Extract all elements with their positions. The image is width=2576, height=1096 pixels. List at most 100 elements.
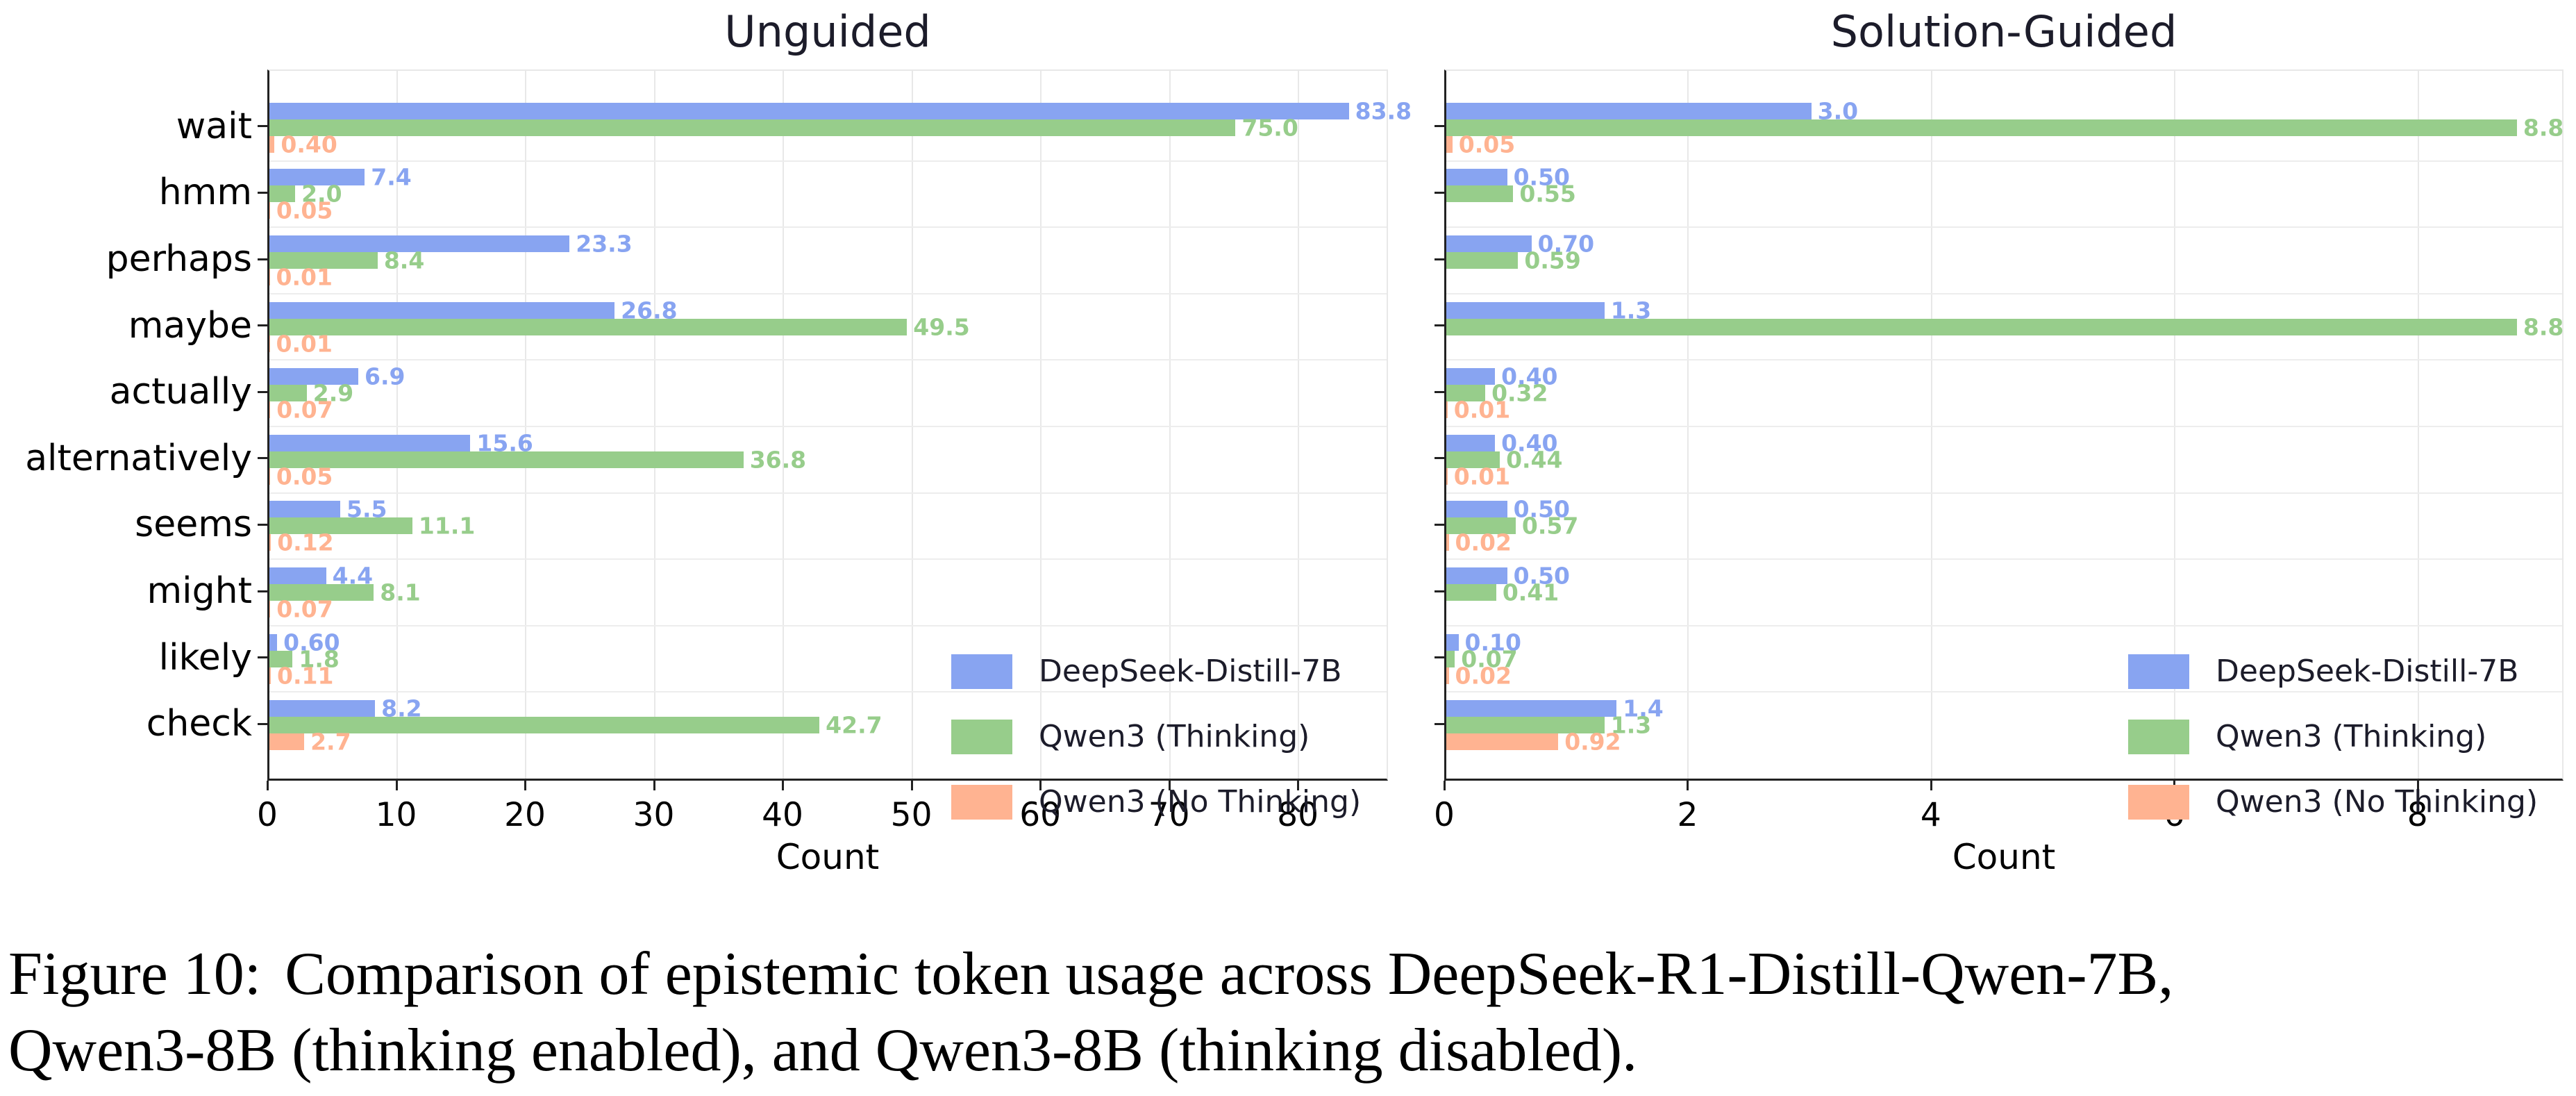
value-label-Qwen3 (Thinking)-wait: 75.0	[1241, 114, 1298, 142]
value-label-Qwen3 (Thinking)-maybe: 49.5	[913, 313, 970, 341]
bar-Qwen3 (Thinking)-check: 1.3	[1446, 714, 1651, 737]
value-label-Qwen3 (No Thinking)-check: 2.7	[310, 728, 351, 756]
y-tick-label-maybe: maybe	[128, 304, 252, 347]
y-tick-mark-check	[1435, 722, 1444, 725]
bar-Qwen3 (No Thinking)-actually: 0.07	[269, 399, 333, 422]
bar-Qwen3 (No Thinking)-likely: 0.11	[269, 664, 333, 687]
row-boundary-gridline	[1446, 691, 2562, 693]
x-tick-label-0: 0	[1434, 796, 1455, 834]
legend-swatch-Qwen3 (No Thinking)	[2128, 785, 2189, 820]
value-label-Qwen3 (Thinking)-maybe: 8.8	[2523, 313, 2564, 341]
y-tick-label-likely: likely	[158, 636, 252, 679]
value-label-DeepSeek-Distill-7B-maybe: 26.8	[621, 297, 678, 324]
bar-Qwen3 (Thinking)-hmm: 0.55	[1446, 183, 1576, 206]
row-boundary-gridline	[269, 558, 1387, 561]
bar-DeepSeek-Distill-7B-check: 8.2	[269, 697, 422, 720]
value-label-Qwen3 (No Thinking)-actually: 0.01	[1453, 396, 1511, 424]
value-label-Qwen3 (No Thinking)-check: 0.92	[1564, 728, 1621, 756]
bar-Qwen3 (Thinking)-likely: 1.8	[269, 647, 340, 670]
x-tick-label-70: 70	[1148, 796, 1190, 834]
value-label-DeepSeek-Distill-7B-wait: 3.0	[1817, 97, 1859, 125]
legend-entry-Qwen3 (No Thinking): Qwen3 (No Thinking)	[2128, 770, 2538, 835]
value-label-Qwen3 (No Thinking)-likely: 0.02	[1455, 662, 1512, 690]
x-tick-mark-8	[2416, 781, 2419, 790]
legend-swatch-DeepSeek-Distill-7B	[2128, 654, 2189, 689]
x-tick-mark-20	[524, 781, 527, 790]
legend-entry-DeepSeek-Distill-7B: DeepSeek-Distill-7B	[951, 639, 1361, 704]
value-label-Qwen3 (No Thinking)-seems: 0.12	[277, 529, 334, 556]
gridline-x-70	[1169, 71, 1171, 779]
legend-entry-Qwen3 (No Thinking): Qwen3 (No Thinking)	[951, 770, 1361, 835]
caption-line2: Qwen3-8B (thinking enabled), and Qwen3-8…	[8, 1017, 1638, 1084]
bar-Qwen3 (No Thinking)-maybe: 0.01	[269, 332, 333, 355]
gridline-x-10	[396, 71, 398, 779]
value-label-Qwen3 (Thinking)-seems: 0.57	[1521, 512, 1579, 540]
legend-entry-Qwen3 (Thinking): Qwen3 (Thinking)	[951, 704, 1361, 770]
value-label-Qwen3 (No Thinking)-likely: 0.11	[277, 662, 334, 690]
bar-Qwen3 (No Thinking)-wait: 0.40	[269, 133, 337, 156]
y-tick-label-perhaps: perhaps	[106, 238, 252, 280]
legend-solution-guided: DeepSeek-Distill-7B Qwen3 (Thinking) Qwen3…	[2128, 639, 2538, 835]
legend-label-DeepSeek-Distill-7B: DeepSeek-Distill-7B	[1039, 654, 1342, 689]
plot-area-solution-guided: 3.0 8.8 0.05 0.50 0.55 0.70 0.59 1.3 8.8 0.40 0.32…	[1444, 69, 2564, 781]
bar-Qwen3 (Thinking)-seems: 0.57	[1446, 515, 1578, 538]
y-tick-mark-wait	[258, 125, 267, 128]
x-axis-label-unguided: Count	[776, 837, 880, 877]
value-label-Qwen3 (No Thinking)-alternatively: 0.01	[1453, 463, 1511, 490]
row-boundary-gridline	[269, 160, 1387, 162]
x-tick-mark-4	[1930, 781, 1932, 790]
y-tick-mark-alternatively	[1435, 457, 1444, 460]
bar-DeepSeek-Distill-7B-likely: 0.60	[269, 631, 340, 654]
legend-swatch-Qwen3 (Thinking)	[951, 720, 1012, 754]
value-label-DeepSeek-Distill-7B-maybe: 1.3	[1610, 297, 1652, 324]
value-label-DeepSeek-Distill-7B-check: 8.2	[381, 695, 422, 722]
bar-DeepSeek-Distill-7B-wait: 83.8	[269, 99, 1412, 122]
x-tick-mark-10	[395, 781, 398, 790]
row-boundary-gridline	[269, 624, 1387, 626]
bar-Qwen3 (No Thinking)-alternatively: 0.05	[269, 465, 333, 488]
y-tick-label-hmm: hmm	[158, 172, 252, 214]
value-label-DeepSeek-Distill-7B-might: 4.4	[332, 562, 374, 590]
y-tick-mark-seems	[258, 523, 267, 526]
bar-Qwen3 (Thinking)-hmm: 2.0	[269, 183, 342, 206]
row-boundary-gridline	[269, 426, 1387, 427]
x-tick-mark-30	[653, 781, 655, 790]
row-boundary-gridline	[1446, 359, 2562, 361]
bar-Qwen3 (No Thinking)-likely: 0.02	[1446, 664, 1512, 687]
value-label-Qwen3 (Thinking)-actually: 0.32	[1491, 379, 1548, 407]
bar-Qwen3 (Thinking)-perhaps: 8.4	[269, 249, 424, 272]
row-boundary-gridline	[1446, 292, 2562, 294]
value-label-DeepSeek-Distill-7B-perhaps: 0.70	[1537, 230, 1595, 258]
bar-Qwen3 (No Thinking)-alternatively: 0.01	[1446, 465, 1510, 488]
x-tick-label-50: 50	[890, 796, 932, 834]
value-label-Qwen3 (No Thinking)-wait: 0.05	[1458, 131, 1516, 158]
value-label-Qwen3 (No Thinking)-alternatively: 0.05	[276, 463, 333, 490]
bar-Qwen3 (No Thinking)-seems: 0.12	[269, 531, 334, 554]
row-boundary-gridline	[269, 492, 1387, 494]
bar-Qwen3 (Thinking)-maybe: 8.8	[1446, 315, 2564, 338]
value-label-DeepSeek-Distill-7B-wait: 83.8	[1355, 97, 1412, 125]
bar-DeepSeek-Distill-7B-seems: 0.50	[1446, 498, 1570, 521]
x-tick-label-40: 40	[762, 796, 803, 834]
gridline-x-50	[911, 71, 913, 779]
gridline-x-20	[525, 71, 527, 779]
row-boundary-gridline	[1446, 558, 2562, 561]
value-label-Qwen3 (Thinking)-likely: 0.07	[1461, 645, 1518, 673]
row-boundary-gridline	[269, 226, 1387, 229]
x-tick-mark-0	[267, 781, 269, 790]
x-tick-mark-80	[1297, 781, 1300, 790]
bar-Qwen3 (Thinking)-actually: 0.32	[1446, 382, 1548, 405]
x-tick-mark-2	[1687, 781, 1689, 790]
legend-label-DeepSeek-Distill-7B: DeepSeek-Distill-7B	[2216, 654, 2519, 689]
bar-Qwen3 (Thinking)-wait: 8.8	[1446, 116, 2564, 139]
gridline-x-2	[1687, 71, 1689, 779]
legend-entry-DeepSeek-Distill-7B: DeepSeek-Distill-7B	[2128, 639, 2538, 704]
value-label-DeepSeek-Distill-7B-seems: 0.50	[1513, 495, 1571, 523]
bar-Qwen3 (Thinking)-seems: 11.1	[269, 515, 475, 538]
bar-Qwen3 (Thinking)-alternatively: 0.44	[1446, 448, 1563, 471]
value-label-Qwen3 (No Thinking)-perhaps: 0.01	[276, 263, 333, 291]
value-label-DeepSeek-Distill-7B-likely: 0.10	[1464, 629, 1521, 656]
bar-Qwen3 (No Thinking)-check: 0.92	[1446, 731, 1621, 754]
bar-DeepSeek-Distill-7B-perhaps: 23.3	[269, 233, 633, 256]
y-tick-label-seems: seems	[135, 504, 252, 546]
